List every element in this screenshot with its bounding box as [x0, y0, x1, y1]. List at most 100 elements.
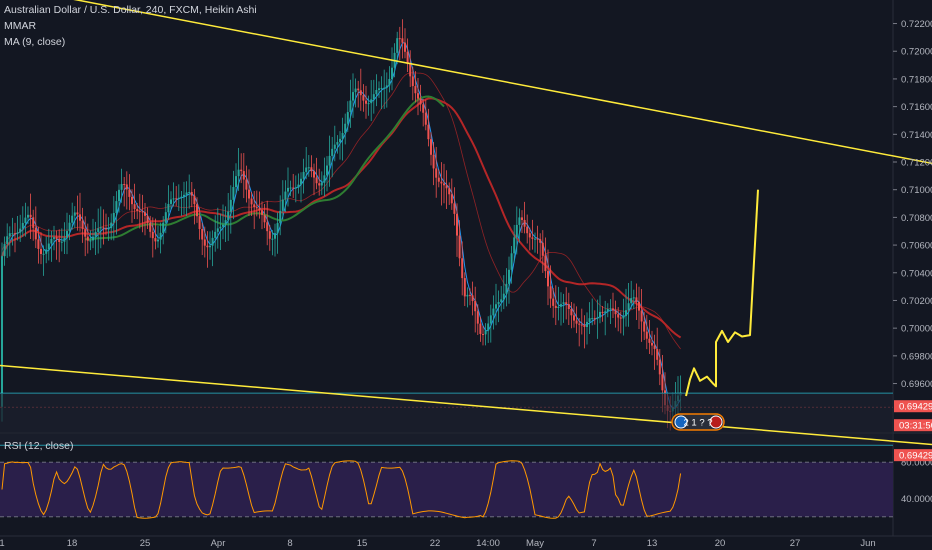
candle-body: [112, 213, 115, 223]
candle-body: [73, 212, 76, 216]
x-tick-label: 14:00: [476, 538, 500, 549]
candle-body: [409, 63, 412, 77]
candle-body: [294, 187, 297, 189]
y-tick-label: 0.71200: [901, 158, 932, 169]
candle-body: [580, 324, 583, 326]
candle-body: [443, 183, 445, 186]
candle-body: [398, 38, 401, 40]
x-tick-label: 22: [430, 538, 441, 549]
candle-body: [196, 204, 198, 217]
candle-body: [216, 228, 219, 232]
candle-body: [242, 171, 245, 180]
candle-body: [549, 286, 552, 299]
candle-body: [476, 311, 479, 324]
candle-body: [151, 231, 154, 239]
candle-body: [354, 88, 357, 93]
candle-body: [315, 177, 318, 184]
candle-body: [346, 112, 349, 124]
candle-body: [222, 224, 224, 227]
candle-body: [552, 298, 555, 306]
candle-body: [612, 308, 614, 311]
candle-body: [437, 177, 440, 182]
candle-body: [60, 241, 63, 243]
candle-body: [526, 226, 529, 234]
indicator-rsi-label: RSI (12, close): [4, 440, 74, 452]
candle-body: [24, 217, 27, 223]
candle-body: [586, 321, 588, 328]
candle-body: [489, 315, 492, 324]
candle-body: [45, 249, 48, 254]
candle-body: [357, 88, 360, 91]
candle-body: [333, 144, 336, 149]
x-tick-label: 25: [140, 538, 151, 549]
candle-body: [34, 227, 37, 240]
candle-body: [651, 342, 653, 346]
candle-body: [175, 198, 178, 200]
candle-body: [497, 301, 500, 305]
candle-body: [305, 167, 308, 172]
candle-body: [138, 211, 141, 213]
candle-body: [188, 191, 191, 193]
y-tick-label: 0.72200: [901, 19, 932, 30]
candle-body: [435, 168, 438, 178]
candle-body: [229, 199, 232, 212]
candle-body: [500, 299, 503, 302]
candle-body: [248, 189, 250, 199]
candle-body: [118, 189, 120, 202]
candle-body: [193, 195, 196, 205]
candle-body: [609, 308, 612, 310]
candle-body: [383, 87, 386, 89]
candle-body: [167, 203, 170, 213]
candle-body: [339, 138, 341, 143]
candle-body: [8, 233, 11, 237]
candle-body: [284, 191, 287, 200]
candle-body: [141, 211, 144, 213]
candle-body: [159, 232, 162, 240]
candle-body: [599, 311, 601, 318]
event-badge-text: 2 1 ? ?: [683, 418, 712, 429]
candle-body: [146, 215, 149, 223]
candle-body: [180, 196, 183, 198]
y-tick-label: 0.70600: [901, 241, 932, 252]
candle-body: [131, 196, 133, 205]
candle-body: [417, 93, 419, 99]
candle-body: [495, 304, 497, 309]
candle-body: [245, 179, 248, 190]
candle-body: [253, 204, 256, 208]
candle-body: [209, 245, 211, 248]
candle-body: [513, 237, 516, 254]
candle-body: [203, 239, 206, 246]
candle-body: [115, 201, 118, 214]
y-tick-label: 0.69800: [901, 351, 932, 362]
candle-body: [120, 184, 123, 190]
candle-body: [635, 297, 638, 302]
candle-body: [604, 311, 607, 314]
candle-body: [640, 310, 643, 322]
candle-body: [367, 103, 370, 105]
candle-body: [128, 189, 131, 197]
y-tick-label: 0.70800: [901, 213, 932, 224]
candle-body: [411, 76, 414, 87]
candle-body: [461, 258, 464, 279]
candle-body: [606, 309, 609, 312]
candle-body: [258, 208, 261, 211]
candle-body: [170, 199, 172, 204]
candle-body: [326, 165, 328, 176]
candle-body: [211, 237, 214, 246]
candle-body: [528, 233, 531, 238]
candle-body: [105, 228, 107, 230]
x-tick-label: 8: [287, 538, 292, 549]
candle-body: [341, 133, 344, 139]
candle-body: [365, 100, 367, 104]
candle-body: [560, 304, 562, 307]
candle-body: [630, 298, 633, 304]
candle-body: [419, 98, 422, 105]
candle-body: [164, 212, 167, 223]
candle-body: [71, 215, 74, 223]
candle-body: [81, 220, 84, 230]
x-tick-label: 1: [0, 538, 5, 549]
candle-body: [11, 233, 14, 235]
candle-body: [237, 169, 240, 177]
candle-body: [469, 294, 471, 296]
